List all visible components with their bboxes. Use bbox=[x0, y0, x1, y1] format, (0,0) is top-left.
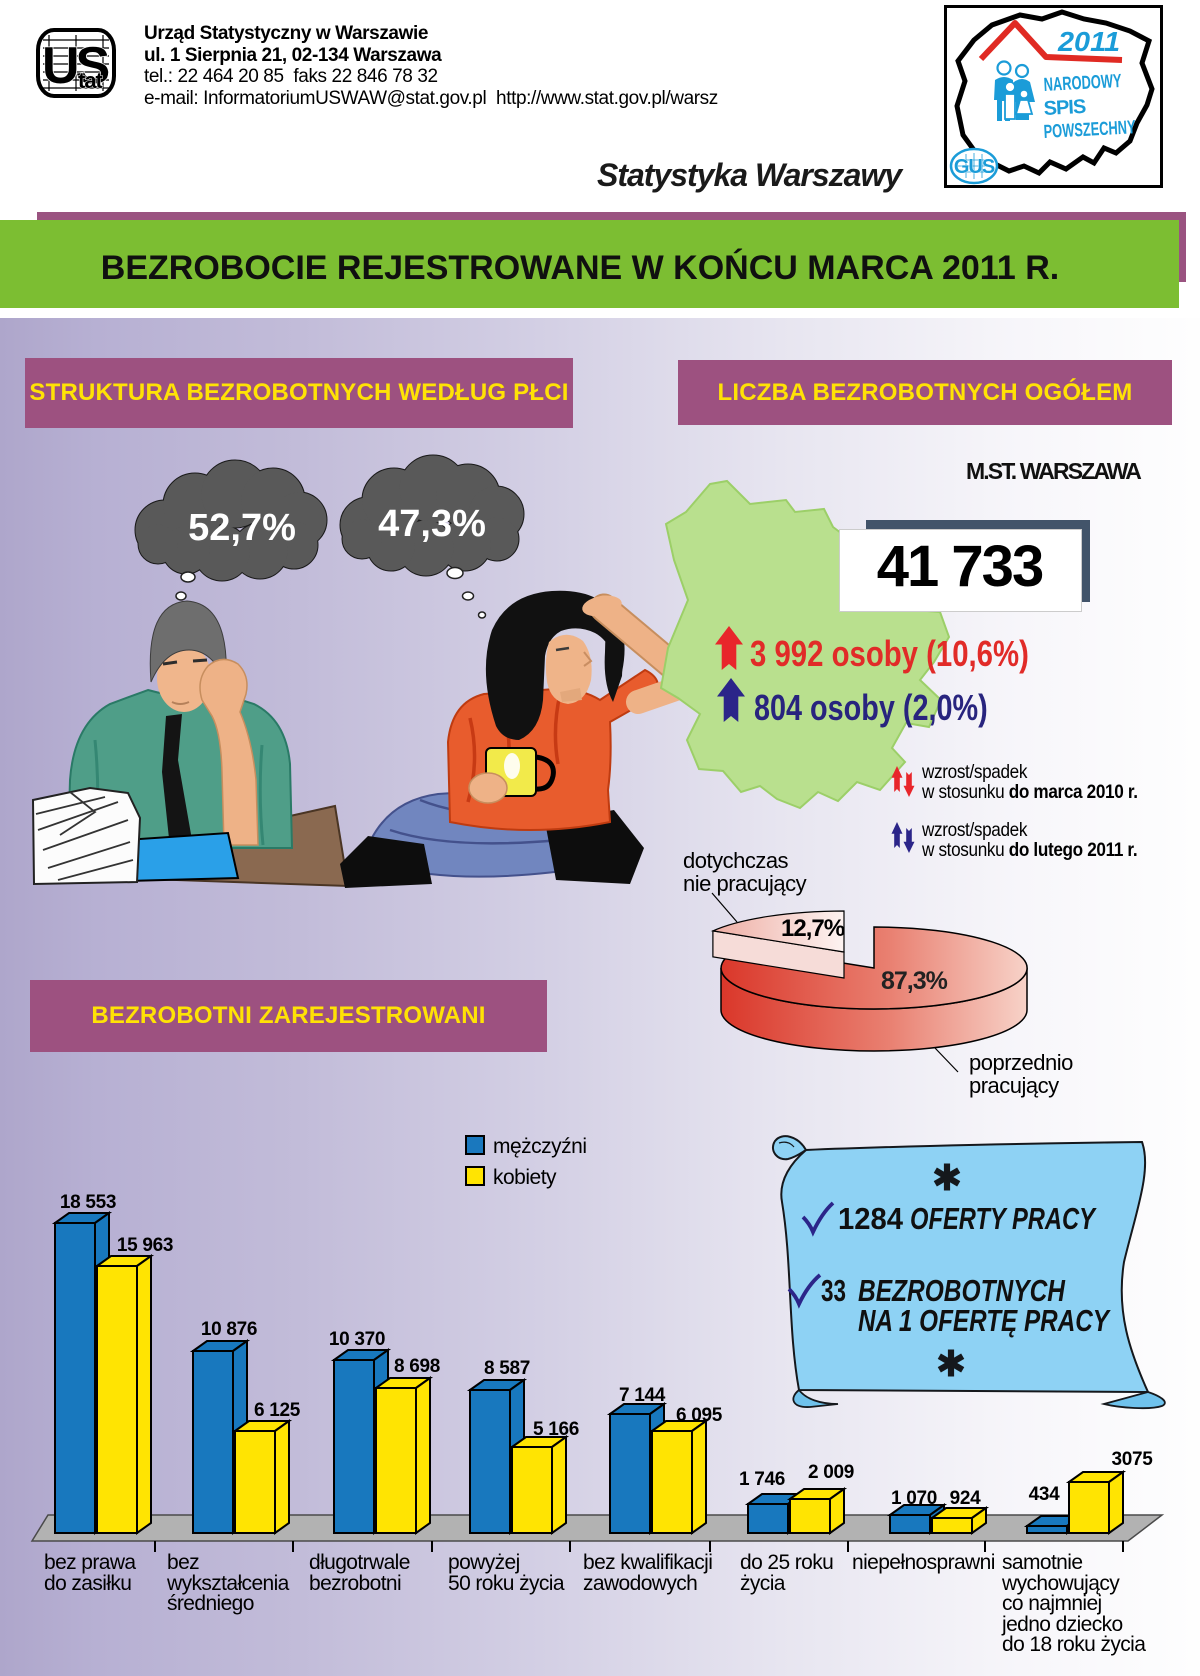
svg-text:NARODOWY: NARODOWY bbox=[1043, 71, 1122, 96]
svg-text:33: 33 bbox=[821, 1273, 846, 1308]
svg-text:US: US bbox=[42, 37, 109, 95]
svg-text:tat: tat bbox=[78, 68, 104, 93]
svg-text:GUS: GUS bbox=[954, 156, 995, 178]
svg-text:NA 1 OFERTĘ PRACY: NA 1 OFERTĘ PRACY bbox=[858, 1303, 1112, 1338]
svg-text:2011: 2011 bbox=[1057, 26, 1120, 57]
svg-text:OFERTY PRACY: OFERTY PRACY bbox=[910, 1201, 1098, 1236]
svg-text:SPIS: SPIS bbox=[1043, 96, 1086, 120]
svg-text:1284: 1284 bbox=[838, 1201, 904, 1236]
svg-text:52,7%: 52,7% bbox=[188, 507, 296, 549]
svg-text:BEZROBOTNYCH: BEZROBOTNYCH bbox=[858, 1273, 1065, 1308]
svg-text:POWSZECHNY: POWSZECHNY bbox=[1043, 117, 1136, 143]
svg-text:47,3%: 47,3% bbox=[378, 503, 486, 545]
